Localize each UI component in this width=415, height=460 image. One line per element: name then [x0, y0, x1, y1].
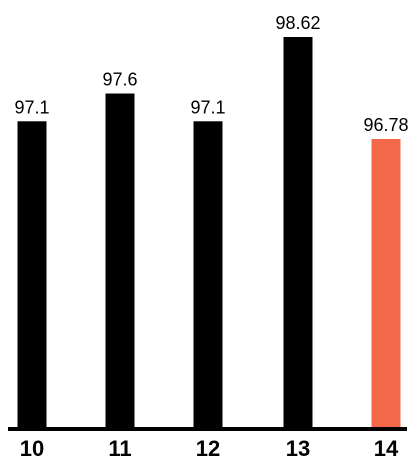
bar-10: [17, 121, 47, 430]
x-tick-label-11: 11: [108, 436, 131, 460]
bar-value-label-10: 97.1: [14, 97, 49, 117]
bar-11: [105, 93, 135, 429]
x-tick-label-12: 12: [196, 436, 220, 460]
x-tick-label-13: 13: [286, 436, 310, 460]
x-tick-label-14: 14: [374, 436, 399, 460]
bars-group: [17, 37, 401, 430]
bar-value-label-13: 98.62: [275, 13, 320, 33]
bar-value-label-11: 97.6: [102, 70, 137, 90]
bar-value-labels-group: 97.1 97.6 97.1 98.62 96.78: [14, 13, 408, 135]
bar-13: [283, 37, 313, 429]
x-tick-label-10: 10: [20, 436, 44, 460]
bar-12: [193, 121, 223, 430]
bar-value-label-12: 97.1: [190, 97, 225, 117]
bar-value-label-14: 96.78: [363, 115, 408, 135]
bar-14: [371, 139, 401, 429]
x-tick-labels-group: 10 11 12 13 14: [20, 436, 399, 460]
